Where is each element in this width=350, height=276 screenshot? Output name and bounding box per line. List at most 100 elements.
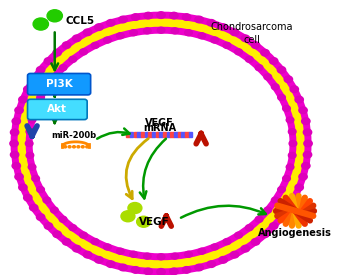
Circle shape: [219, 24, 228, 30]
Bar: [156, 132, 159, 137]
Circle shape: [91, 238, 99, 245]
Circle shape: [19, 184, 27, 191]
Bar: [185, 132, 189, 137]
Circle shape: [241, 35, 250, 42]
Circle shape: [144, 28, 151, 34]
Circle shape: [284, 76, 293, 83]
Circle shape: [95, 24, 103, 30]
Circle shape: [251, 42, 260, 49]
Circle shape: [290, 86, 299, 92]
Circle shape: [69, 225, 77, 231]
Circle shape: [295, 184, 303, 191]
Circle shape: [171, 253, 179, 259]
Bar: [174, 132, 177, 137]
Circle shape: [270, 223, 278, 229]
Circle shape: [170, 12, 178, 19]
Circle shape: [26, 129, 34, 135]
Circle shape: [289, 140, 297, 147]
Circle shape: [81, 146, 84, 148]
Circle shape: [157, 27, 165, 33]
Circle shape: [43, 197, 51, 203]
Circle shape: [29, 205, 38, 211]
Circle shape: [277, 67, 286, 73]
Circle shape: [261, 49, 269, 56]
Circle shape: [157, 12, 165, 18]
Circle shape: [28, 117, 36, 123]
Circle shape: [304, 140, 312, 147]
Circle shape: [86, 146, 89, 148]
Circle shape: [68, 146, 71, 148]
Circle shape: [251, 238, 260, 245]
Circle shape: [182, 14, 191, 20]
Circle shape: [211, 244, 218, 250]
Circle shape: [288, 152, 296, 158]
Circle shape: [117, 248, 124, 254]
FancyBboxPatch shape: [28, 99, 87, 120]
Bar: [141, 132, 145, 137]
Circle shape: [245, 56, 253, 62]
Circle shape: [107, 261, 115, 267]
Circle shape: [53, 49, 61, 56]
Bar: [189, 132, 192, 137]
Circle shape: [278, 94, 285, 100]
Bar: [167, 132, 170, 137]
Circle shape: [144, 253, 151, 259]
Circle shape: [130, 30, 138, 36]
Circle shape: [80, 49, 88, 55]
Text: mRNA: mRNA: [143, 123, 176, 133]
Circle shape: [245, 225, 253, 231]
Circle shape: [104, 37, 111, 43]
Bar: [148, 132, 152, 137]
Text: Akt: Akt: [47, 104, 67, 115]
Circle shape: [144, 268, 153, 275]
Circle shape: [15, 107, 23, 113]
Circle shape: [83, 251, 92, 258]
Text: Angiogenesis: Angiogenesis: [258, 228, 332, 238]
Circle shape: [207, 261, 216, 267]
Circle shape: [241, 245, 250, 252]
Circle shape: [53, 231, 61, 238]
Circle shape: [37, 187, 44, 193]
Bar: [163, 132, 167, 137]
Circle shape: [91, 43, 99, 48]
Circle shape: [107, 20, 115, 26]
Circle shape: [302, 118, 310, 124]
Circle shape: [264, 207, 272, 213]
Circle shape: [36, 214, 45, 221]
Circle shape: [72, 35, 81, 42]
Circle shape: [195, 16, 203, 23]
Circle shape: [261, 231, 269, 238]
Circle shape: [283, 176, 290, 182]
Circle shape: [255, 65, 263, 71]
Circle shape: [10, 152, 19, 158]
Circle shape: [223, 43, 231, 48]
Circle shape: [119, 264, 127, 271]
Circle shape: [69, 56, 77, 62]
Bar: [178, 132, 181, 137]
Circle shape: [32, 105, 40, 112]
Circle shape: [44, 58, 52, 64]
Circle shape: [270, 58, 278, 64]
Circle shape: [130, 251, 138, 257]
Circle shape: [28, 164, 36, 170]
Circle shape: [171, 28, 179, 34]
Circle shape: [288, 129, 296, 135]
Circle shape: [83, 29, 92, 36]
Circle shape: [272, 84, 279, 90]
Circle shape: [72, 245, 81, 252]
Circle shape: [299, 107, 307, 113]
Bar: [126, 132, 130, 137]
Circle shape: [36, 67, 45, 73]
Bar: [137, 132, 141, 137]
Circle shape: [44, 223, 52, 229]
Circle shape: [170, 268, 178, 275]
Circle shape: [104, 244, 111, 250]
Circle shape: [33, 18, 48, 30]
Circle shape: [182, 267, 191, 273]
Circle shape: [144, 12, 153, 19]
Circle shape: [25, 140, 33, 147]
Circle shape: [62, 42, 71, 49]
Circle shape: [29, 76, 38, 83]
Circle shape: [230, 251, 239, 258]
Circle shape: [303, 152, 312, 158]
